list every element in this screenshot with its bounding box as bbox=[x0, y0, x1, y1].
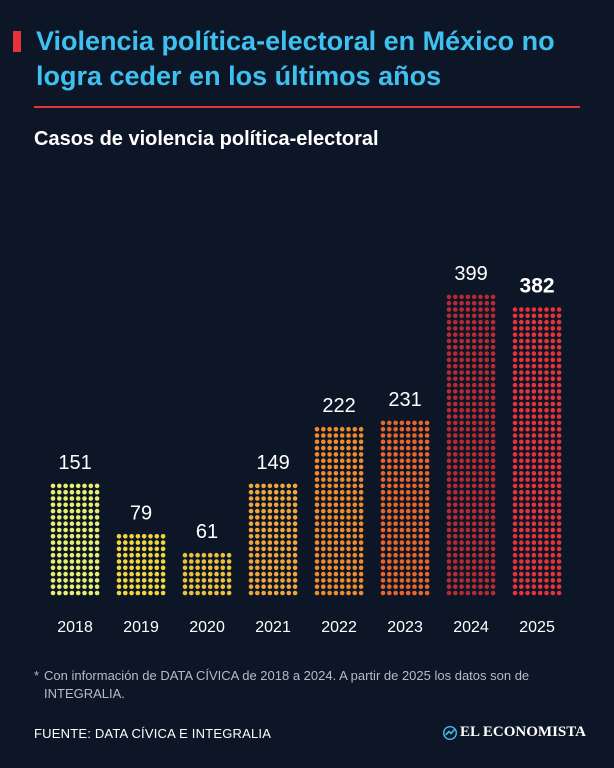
bar-2025 bbox=[512, 307, 562, 596]
footnote-marker: * bbox=[34, 668, 40, 683]
footnote-text: Con información de DATA CÍVICA de 2018 a… bbox=[44, 668, 530, 701]
value-label-2018: 151 bbox=[58, 452, 91, 474]
bar-2021 bbox=[248, 483, 298, 596]
bar-2022 bbox=[314, 426, 364, 596]
chart-title: Casos de violencia política-electoral bbox=[34, 128, 379, 150]
bar-2023 bbox=[380, 420, 430, 596]
bar-2020 bbox=[182, 552, 232, 596]
value-label-2025: 382 bbox=[520, 275, 555, 298]
value-label-2023: 231 bbox=[388, 389, 421, 411]
value-labels-group: 151 79 61 149 222 231 399 382 bbox=[58, 263, 554, 543]
x-tick-label-2019: 2019 bbox=[123, 619, 159, 636]
value-label-2021: 149 bbox=[256, 452, 289, 474]
source-credit: FUENTE: DATA CÍVICA E INTEGRALIA bbox=[34, 726, 272, 741]
title-divider bbox=[34, 106, 580, 108]
bar-2019 bbox=[116, 534, 166, 596]
bars-group bbox=[50, 294, 562, 596]
x-tick-label-2021: 2021 bbox=[255, 619, 291, 636]
page-title: Violencia política-electoral en México n… bbox=[36, 26, 555, 91]
value-label-2024: 399 bbox=[454, 263, 487, 285]
bar-2018 bbox=[50, 483, 100, 596]
title-accent-bar bbox=[13, 31, 21, 52]
x-tick-label-2018: 2018 bbox=[57, 619, 93, 636]
brand-name: EL ECONOMISTA bbox=[460, 724, 586, 740]
x-tick-label-2025: 2025 bbox=[519, 619, 555, 636]
x-tick-label-2020: 2020 bbox=[189, 619, 225, 636]
x-tick-label-2022: 2022 bbox=[321, 619, 357, 636]
bar-2024 bbox=[446, 294, 496, 596]
brand: EL ECONOMISTA bbox=[443, 724, 586, 741]
el-economista-logo-icon bbox=[443, 725, 457, 740]
x-axis-labels-group: 2018 2019 2020 2021 2022 2023 2024 2025 bbox=[57, 619, 555, 636]
value-label-2022: 222 bbox=[322, 395, 355, 417]
value-label-2020: 61 bbox=[196, 521, 218, 543]
x-tick-label-2023: 2023 bbox=[387, 619, 423, 636]
value-label-2019: 79 bbox=[130, 502, 152, 524]
x-tick-label-2024: 2024 bbox=[453, 619, 489, 636]
footnote: * Con información de DATA CÍVICA de 2018… bbox=[34, 667, 579, 703]
